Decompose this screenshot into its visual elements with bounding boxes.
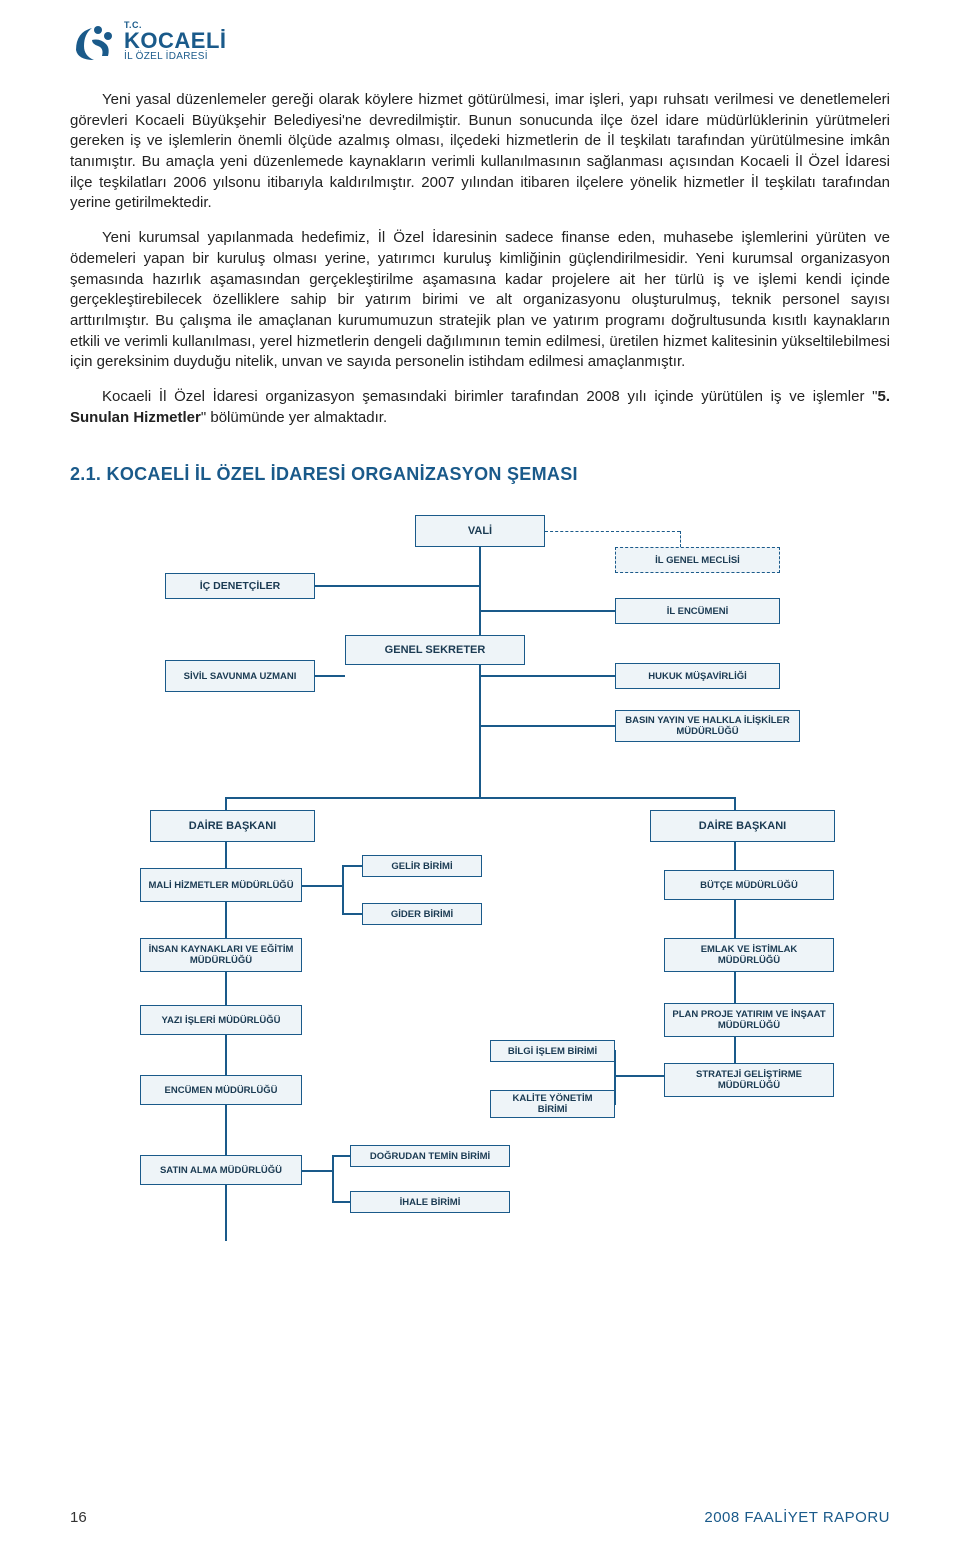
org-il-encumeni: İL ENCÜMENİ: [615, 598, 780, 624]
org-gelir: GELİR BİRİMİ: [362, 855, 482, 877]
org-basin-yayin: BASIN YAYIN VE HALKLA İLİŞKİLER MÜDÜRLÜĞ…: [615, 710, 800, 742]
p3-part-c: " bölümünde yer almaktadır.: [201, 409, 387, 426]
org-vali: VALİ: [415, 515, 545, 547]
org-genel-sekreter: GENEL SEKRETER: [345, 635, 525, 665]
header-logo: T.C. KOCAELİ İL ÖZEL İDARESİ: [70, 20, 890, 62]
paragraph-1: Yeni yasal düzenlemeler gereği olarak kö…: [70, 90, 890, 214]
section-heading: 2.1. KOCAELİ İL ÖZEL İDARESİ ORGANİZASYO…: [70, 464, 890, 485]
org-bilgi-islem: BİLGİ İŞLEM BİRİMİ: [490, 1040, 615, 1062]
footer-report-title: 2008 FAALİYET RAPORU: [704, 1509, 890, 1526]
org-il-genel-meclisi: İL GENEL MECLİSİ: [615, 547, 780, 573]
logo-subtitle: İL ÖZEL İDARESİ: [124, 52, 227, 62]
org-sivil-savunma: SİVİL SAVUNMA UZMANI: [165, 660, 315, 692]
org-butce: BÜTÇE MÜDÜRLÜĞÜ: [664, 870, 834, 900]
org-gider: GİDER BİRİMİ: [362, 903, 482, 925]
p3-part-a: Kocaeli İl Özel İdaresi organizasyon şem…: [102, 388, 877, 405]
org-kalite: KALİTE YÖNETİM BİRİMİ: [490, 1090, 615, 1118]
footer-page-number: 16: [70, 1509, 87, 1526]
org-emlak: EMLAK VE İSTİMLAK MÜDÜRLÜĞÜ: [664, 938, 834, 972]
org-encumen-mud: ENCÜMEN MÜDÜRLÜĞÜ: [140, 1075, 302, 1105]
org-dogrudan-temin: DOĞRUDAN TEMİN BİRİMİ: [350, 1145, 510, 1167]
kocaeli-logo-icon: [70, 20, 116, 62]
org-mali-hizmetler: MALİ HİZMETLER MÜDÜRLÜĞÜ: [140, 868, 302, 902]
org-hukuk: HUKUK MÜŞAVİRLİĞİ: [615, 663, 780, 689]
paragraph-3: Kocaeli İl Özel İdaresi organizasyon şem…: [70, 387, 890, 428]
page-footer: 16 2008 FAALİYET RAPORU: [70, 1509, 890, 1526]
org-plan-proje: PLAN PROJE YATIRIM VE İNŞAAT MÜDÜRLÜĞÜ: [664, 1003, 834, 1037]
org-yazi-isleri: YAZI İŞLERİ MÜDÜRLÜĞÜ: [140, 1005, 302, 1035]
org-strateji: STRATEJİ GELİŞTİRME MÜDÜRLÜĞÜ: [664, 1063, 834, 1097]
org-daire-baskani-left: DAİRE BAŞKANI: [150, 810, 315, 842]
logo-name: KOCAELİ: [124, 30, 227, 52]
org-insan-kaynaklari: İNSAN KAYNAKLARI VE EĞİTİM MÜDÜRLÜĞÜ: [140, 938, 302, 972]
org-chart: VALİ İL GENEL MECLİSİ İÇ DENETÇİLER İL E…: [70, 515, 890, 1275]
paragraph-2: Yeni kurumsal yapılanmada hedefimiz, İl …: [70, 228, 890, 373]
org-ic-denetciler: İÇ DENETÇİLER: [165, 573, 315, 599]
org-satin-alma: SATIN ALMA MÜDÜRLÜĞÜ: [140, 1155, 302, 1185]
org-ihale: İHALE BİRİMİ: [350, 1191, 510, 1213]
org-daire-baskani-right: DAİRE BAŞKANI: [650, 810, 835, 842]
body-text-block: Yeni yasal düzenlemeler gereği olarak kö…: [70, 90, 890, 428]
